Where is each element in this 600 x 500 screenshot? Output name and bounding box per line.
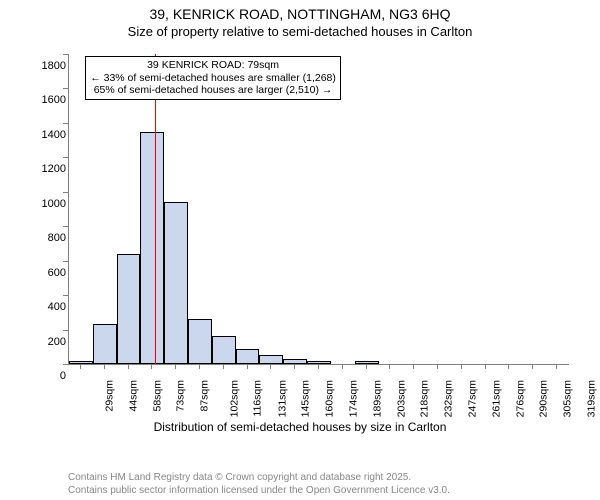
y-tick-label: 600 [48, 267, 66, 279]
x-tick-label: 247sqm [466, 380, 478, 417]
x-tick-mark [318, 364, 319, 369]
x-tick-label: 290sqm [538, 380, 550, 417]
footer-line1: Contains HM Land Registry data © Crown c… [68, 472, 450, 485]
histogram-bar [69, 361, 93, 364]
x-tick-mark [413, 364, 414, 369]
y-tick-mark [63, 192, 68, 193]
x-tick-mark [175, 364, 176, 369]
histogram-bar [164, 202, 188, 364]
histogram-bar [188, 319, 212, 364]
x-tick-label: 261sqm [490, 380, 502, 417]
annotation-line2: ← 33% of semi-detached houses are smalle… [90, 72, 336, 85]
y-tick-label: 400 [48, 301, 66, 313]
annotation-line1: 39 KENRICK ROAD: 79sqm [90, 59, 336, 72]
y-tick-label: 0 [60, 370, 66, 382]
x-tick-mark [80, 364, 81, 369]
x-tick-mark [366, 364, 367, 369]
x-tick-label: 174sqm [347, 380, 359, 417]
x-tick-label: 58sqm [151, 380, 163, 412]
y-tick-label: 1400 [42, 129, 66, 141]
y-tick-label: 1200 [42, 163, 66, 175]
x-tick-label: 203sqm [395, 380, 407, 417]
x-tick-mark [508, 364, 509, 369]
annotation-box: 39 KENRICK ROAD: 79sqm← 33% of semi-deta… [85, 56, 341, 100]
x-tick-label: 145sqm [300, 380, 312, 417]
x-tick-label: 232sqm [443, 380, 455, 417]
x-tick-mark [199, 364, 200, 369]
y-tick-label: 800 [48, 232, 66, 244]
histogram-bar [259, 355, 283, 364]
x-tick-label: 305sqm [562, 380, 574, 417]
annotation-line3: 65% of semi-detached houses are larger (… [90, 84, 336, 97]
y-tick-mark [63, 123, 68, 124]
y-tick-mark [63, 157, 68, 158]
plot-area: 39 KENRICK ROAD: 79sqm← 33% of semi-deta… [68, 54, 569, 365]
footer-attribution: Contains HM Land Registry data © Crown c… [68, 472, 450, 497]
x-tick-mark [532, 364, 533, 369]
x-tick-label: 29sqm [103, 380, 115, 412]
x-tick-mark [104, 364, 105, 369]
x-tick-mark [270, 364, 271, 369]
x-tick-label: 131sqm [276, 380, 288, 417]
title-line1: 39, KENRICK ROAD, NOTTINGHAM, NG3 6HQ [0, 6, 600, 24]
y-tick-mark [63, 54, 68, 55]
y-tick-label: 1800 [42, 60, 66, 72]
x-tick-mark [294, 364, 295, 369]
x-tick-label: 116sqm [251, 380, 263, 417]
x-tick-mark [461, 364, 462, 369]
x-tick-mark [556, 364, 557, 369]
x-tick-label: 44sqm [127, 380, 139, 412]
histogram-bar [236, 349, 260, 365]
x-tick-label: 102sqm [228, 380, 240, 417]
y-tick-mark [63, 295, 68, 296]
x-tick-mark [437, 364, 438, 369]
y-tick-label: 1600 [42, 94, 66, 106]
histogram-bar [93, 324, 117, 364]
x-tick-mark [151, 364, 152, 369]
x-tick-label: 160sqm [324, 380, 336, 417]
histogram-chart: Number of semi-detached properties 39 KE… [0, 44, 600, 454]
x-tick-label: 87sqm [199, 380, 211, 412]
x-tick-label: 189sqm [371, 380, 383, 417]
x-tick-mark [389, 364, 390, 369]
footer-line2: Contains public sector information licen… [68, 485, 450, 498]
chart-title: 39, KENRICK ROAD, NOTTINGHAM, NG3 6HQ Si… [0, 0, 600, 40]
histogram-bar [117, 254, 141, 364]
x-tick-label: 276sqm [514, 380, 526, 417]
x-tick-label: 218sqm [419, 380, 431, 417]
x-tick-label: 73sqm [175, 380, 187, 412]
reference-line [155, 54, 156, 364]
x-tick-mark [128, 364, 129, 369]
histogram-bar [140, 132, 164, 365]
y-tick-mark [63, 364, 68, 365]
x-tick-mark [247, 364, 248, 369]
y-tick-label: 1000 [42, 198, 66, 210]
x-tick-mark [485, 364, 486, 369]
y-tick-mark [63, 88, 68, 89]
title-line2: Size of property relative to semi-detach… [0, 24, 600, 40]
histogram-bar [212, 336, 236, 364]
x-tick-mark [223, 364, 224, 369]
y-tick-mark [63, 330, 68, 331]
x-axis-label: Distribution of semi-detached houses by … [0, 420, 600, 434]
y-tick-mark [63, 226, 68, 227]
x-tick-label: 319sqm [585, 380, 597, 417]
y-tick-label: 200 [48, 336, 66, 348]
x-tick-mark [342, 364, 343, 369]
y-tick-mark [63, 261, 68, 262]
